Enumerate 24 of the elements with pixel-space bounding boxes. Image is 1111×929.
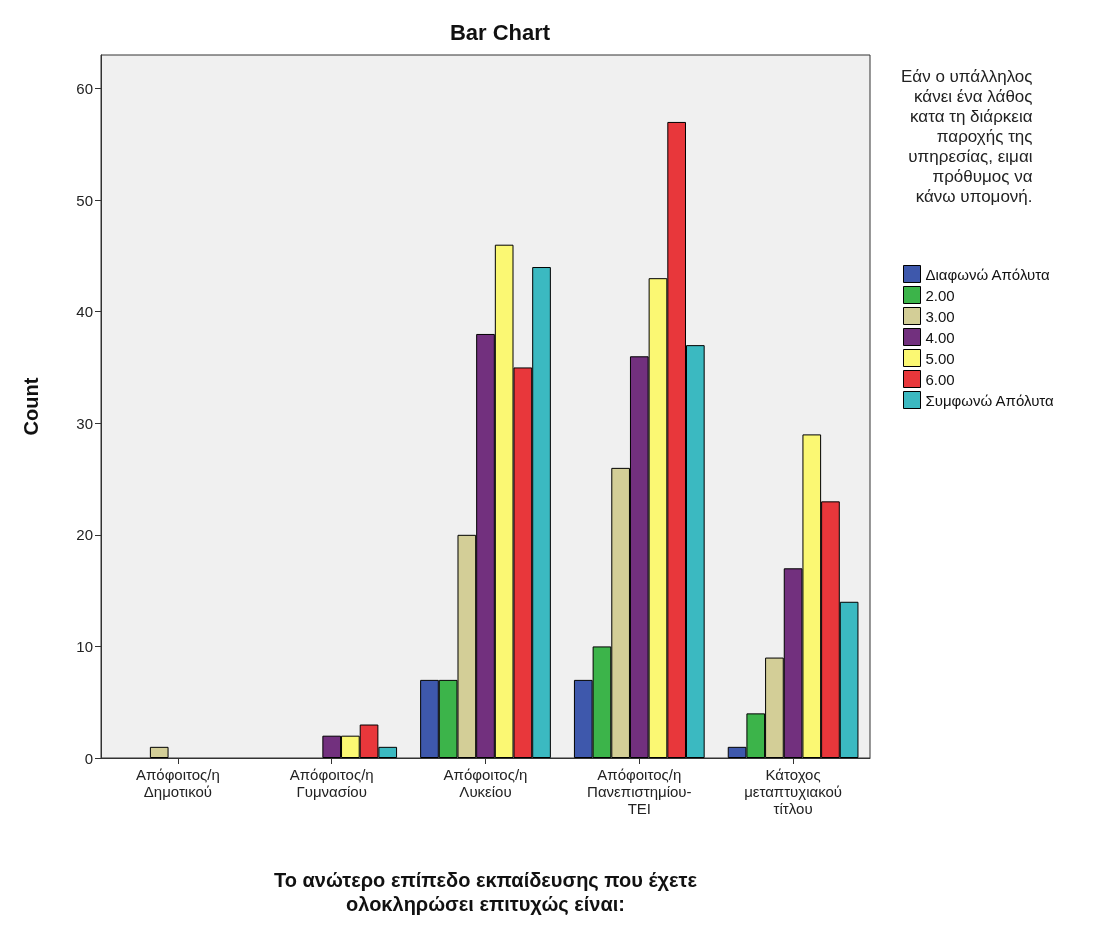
y-tick-label: 10 [76, 637, 93, 655]
y-tick-label: 30 [76, 414, 93, 432]
y-tick-label: 0 [84, 749, 93, 767]
legend-label: 3.00 [925, 307, 955, 325]
x-tick-label: Απόφοιτος/η Δημοτικού [135, 766, 220, 800]
legend-label: 2.00 [925, 286, 955, 304]
y-tick-label: 40 [76, 303, 93, 321]
x-tick-label: Κάτοχος μεταπτυχιακού τίτλου [744, 766, 843, 817]
legend-label: 5.00 [925, 349, 955, 367]
y-tick-label: 50 [76, 191, 93, 209]
y-axis-title: Count [20, 377, 42, 436]
legend-label: 6.00 [925, 370, 955, 388]
legend-label: Διαφωνώ Απόλυτα [925, 265, 1050, 283]
x-tick-label: Απόφοιτος/η Πανεπιστημίου- ΤΕΙ [587, 766, 692, 817]
y-tick-label: 20 [76, 526, 93, 544]
bar [149, 746, 169, 758]
x-tick-label: Απόφοιτος/η Γυμνασίου [289, 766, 374, 800]
legend-label: Συμφωνώ Απόλυτα [925, 391, 1055, 409]
legend-title: Εάν ο υπάλληλος κάνει ένα λάθος κατα τη διάρκεια παροχής της υπηρεσίας, ειμαι πρόθυμος να κάνω υπομονή. [900, 66, 1033, 206]
x-tick-label: Απόφοιτος/η Λυκείου [443, 766, 528, 800]
y-tick-label: 60 [76, 79, 93, 97]
chart-title: Bar Chart [449, 19, 551, 45]
legend-label: 4.00 [925, 328, 955, 346]
x-axis-title: Το ανώτερο επίπεδο εκπαίδευσης που έχετε ολοκληρώσει επιτυχώς είναι: [274, 869, 698, 915]
